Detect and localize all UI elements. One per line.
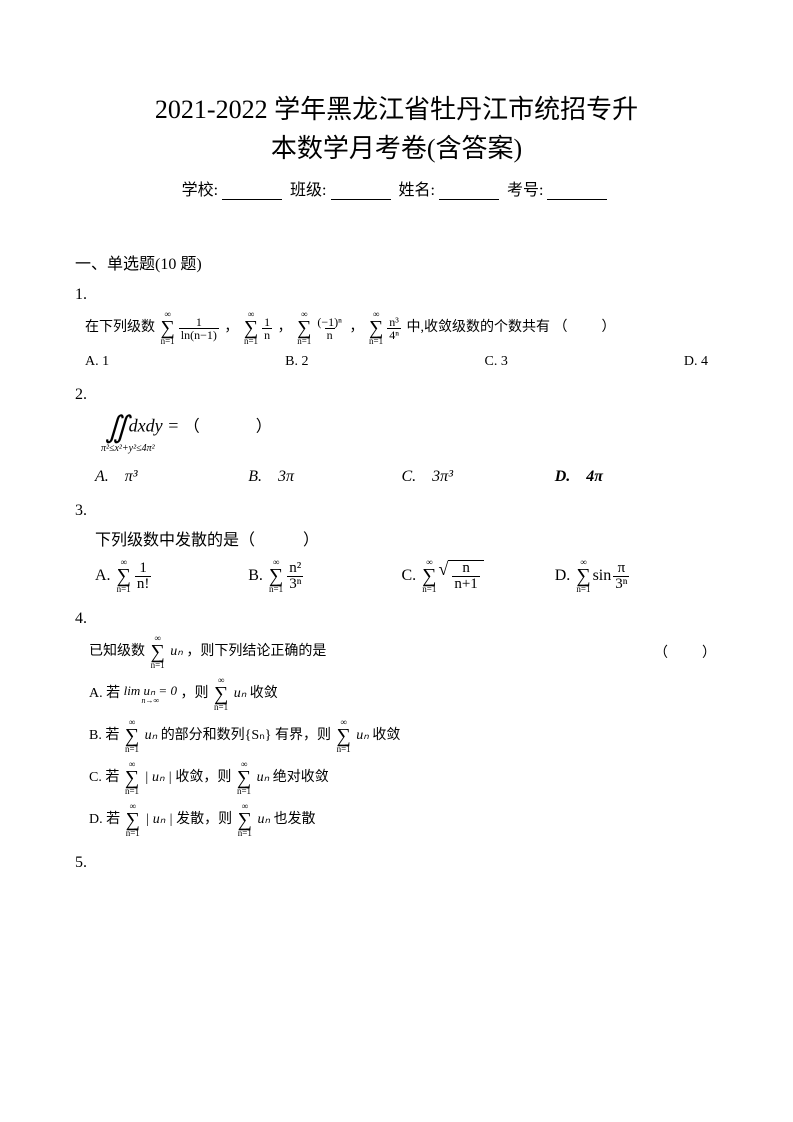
q1-series-3: ∞ ∑ n=1 — [297, 310, 311, 346]
section-1-header: 一、单选题(10 题) — [75, 250, 718, 274]
examno-blank[interactable] — [547, 182, 607, 200]
q4-number: 4. — [75, 610, 718, 628]
q4-opt-a[interactable]: A. 若 lim uₙ = 0n→∞ ，则 ∞∑n=1 uₙ 收敛 — [89, 676, 718, 712]
q2-integral: ∬ — [105, 410, 129, 445]
examno-label: 考号: — [507, 182, 543, 199]
q3-opt-c[interactable]: C. ∞∑n=1 nn+1 — [402, 558, 555, 594]
q1-opt-a[interactable]: A. 1 — [85, 354, 109, 370]
q2-options: A. π³ B. 3π C. 3π³ D. 4π — [95, 462, 708, 486]
q1-opt-d[interactable]: D. 4 — [684, 354, 708, 370]
class-blank[interactable] — [331, 182, 391, 200]
title-line-1: 2021-2022 学年黑龙江省牡丹江市统招专升 — [155, 95, 638, 124]
q1-series-4: ∞ ∑ n=1 — [369, 310, 383, 346]
student-info-line: 学校: 班级: 姓名: 考号: — [75, 176, 718, 200]
name-label: 姓名: — [399, 182, 435, 199]
title-line-2: 本数学月考卷(含答案) — [271, 134, 522, 163]
q3-opt-b[interactable]: B. ∞∑n=1 n²3ⁿ — [248, 558, 401, 594]
class-label: 班级: — [290, 182, 326, 199]
q1-blank: （ ） — [553, 320, 617, 335]
q1-options: A. 1 B. 2 C. 3 D. 4 — [85, 354, 708, 370]
q1-opt-b[interactable]: B. 2 — [285, 354, 308, 370]
q4-opt-b[interactable]: B. 若 ∞∑n=1 uₙ 的部分和数列{Sₙ} 有界，则 ∞∑n=1 uₙ 收… — [89, 718, 718, 754]
q4-opt-d[interactable]: D. 若 ∞∑n=1 | uₙ | 发散，则 ∞∑n=1 uₙ 也发散 — [89, 802, 718, 838]
q2-body: ∬ dxdy = （ ） π²≤x²+y²≤4π² — [105, 410, 718, 454]
q1-body: 在下列级数 ∞ ∑ n=1 1ln(n−1) ， ∞ ∑ n=1 1n ， ∞ … — [85, 310, 718, 346]
q2-opt-a[interactable]: A. π³ — [95, 462, 248, 486]
q2-number: 2. — [75, 386, 718, 404]
q2-blank: （ ） — [184, 419, 274, 436]
q4-opt-c[interactable]: C. 若 ∞∑n=1 | uₙ | 收敛，则 ∞∑n=1 uₙ 绝对收敛 — [89, 760, 718, 796]
name-blank[interactable] — [439, 182, 499, 200]
school-label: 学校: — [182, 182, 218, 199]
q3-text: 下列级数中发散的是（ ） — [95, 526, 718, 550]
q1-mid: 中,收敛级数的个数共有 — [406, 320, 550, 335]
q1-series-1: ∞ ∑ n=1 — [161, 310, 175, 346]
q2-region: π²≤x²+y²≤4π² — [101, 443, 718, 454]
q2-opt-d[interactable]: D. 4π — [555, 462, 708, 486]
q2-opt-c[interactable]: C. 3π³ — [402, 462, 555, 486]
q3-number: 3. — [75, 502, 718, 520]
q1-prefix: 在下列级数 — [85, 320, 155, 335]
exam-title: 2021-2022 学年黑龙江省牡丹江市统招专升 本数学月考卷(含答案) — [75, 90, 718, 168]
q3-opt-a[interactable]: A. ∞∑n=1 1n! — [95, 558, 248, 594]
q3-opt-d[interactable]: D. ∞∑n=1 sin π3ⁿ — [555, 558, 708, 594]
q2-opt-b[interactable]: B. 3π — [248, 462, 401, 486]
q1-number: 1. — [75, 286, 718, 304]
q5-number: 5. — [75, 854, 718, 872]
q4-stem: 已知级数 ∞∑n=1 uₙ ，则下列结论正确的是 （ ） — [89, 634, 718, 670]
q3-options: A. ∞∑n=1 1n! B. ∞∑n=1 n²3ⁿ C. ∞∑n=1 nn+1… — [95, 558, 708, 594]
q1-series-2: ∞ ∑ n=1 — [244, 310, 258, 346]
q1-opt-c[interactable]: C. 3 — [485, 354, 508, 370]
school-blank[interactable] — [222, 182, 282, 200]
